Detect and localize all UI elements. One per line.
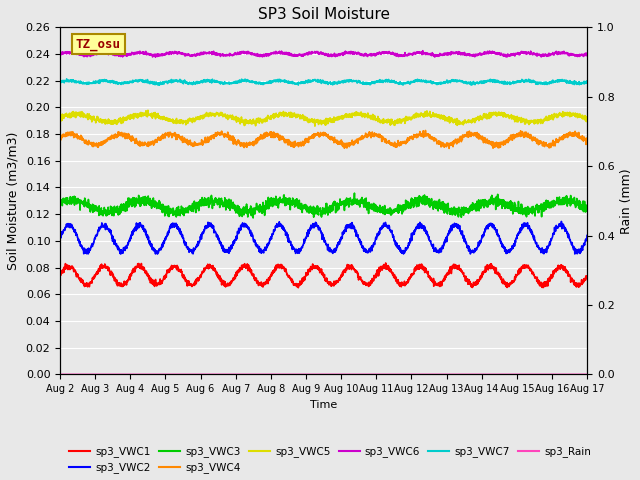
Legend: sp3_VWC1, sp3_VWC2, sp3_VWC3, sp3_VWC4, sp3_VWC5, sp3_VWC6, sp3_VWC7, sp3_Rain: sp3_VWC1, sp3_VWC2, sp3_VWC3, sp3_VWC4, … (65, 442, 595, 478)
Text: TZ_osu: TZ_osu (76, 38, 121, 51)
Y-axis label: Soil Moisture (m3/m3): Soil Moisture (m3/m3) (7, 132, 20, 270)
X-axis label: Time: Time (310, 400, 337, 409)
Y-axis label: Rain (mm): Rain (mm) (620, 168, 633, 234)
Title: SP3 Soil Moisture: SP3 Soil Moisture (257, 7, 390, 22)
